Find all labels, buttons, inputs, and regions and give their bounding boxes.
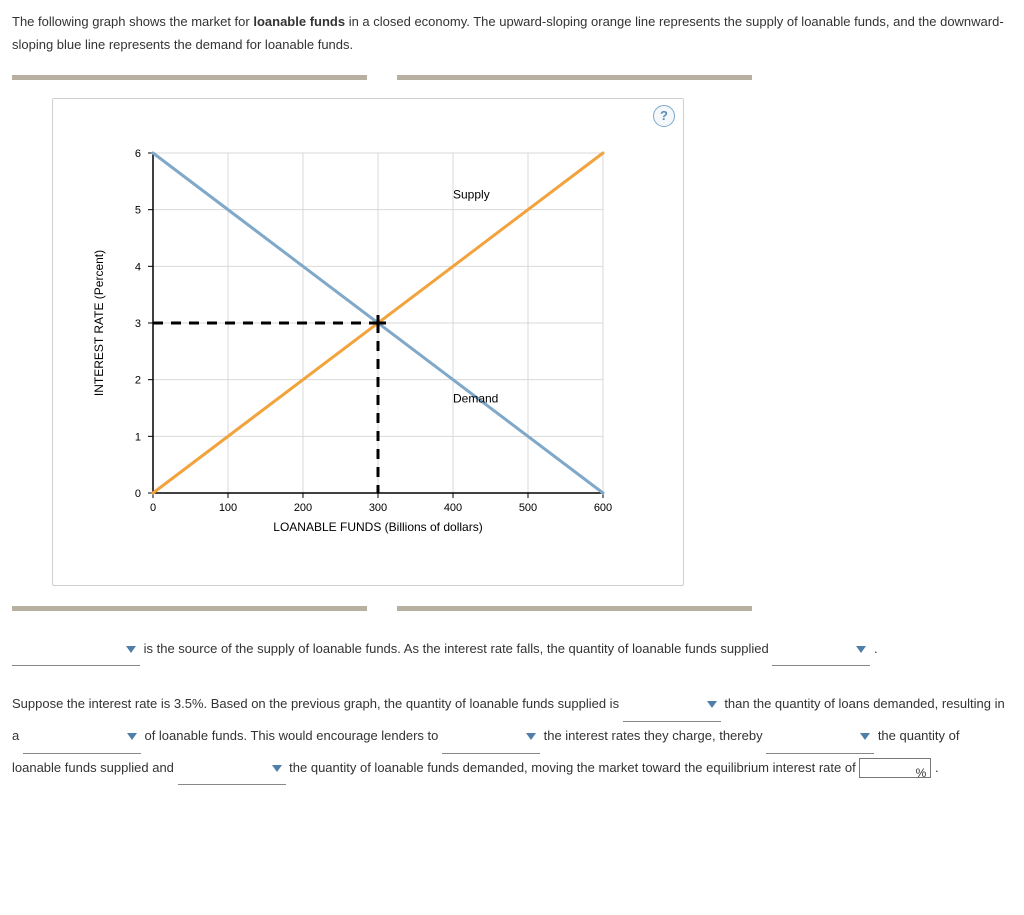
dropdown-thereby[interactable]	[766, 722, 874, 754]
svg-text:1: 1	[135, 431, 141, 443]
chart-container: 0 100 200 300 400 500 600 0 1 2 3 4 5 6 LOANABLE FUNDS…	[63, 133, 653, 573]
svg-text:300: 300	[369, 502, 387, 514]
svg-text:0: 0	[135, 488, 141, 500]
dropdown-than[interactable]	[623, 690, 721, 722]
svg-text:INTEREST RATE (Percent): INTEREST RATE (Percent)	[92, 250, 106, 396]
svg-text:400: 400	[444, 502, 462, 514]
svg-text:Supply: Supply	[453, 187, 490, 201]
separator-bottom	[12, 606, 752, 611]
s2-p3: of loanable funds. This would encourage …	[144, 728, 442, 743]
chevron-down-icon	[127, 733, 137, 740]
chevron-down-icon	[856, 646, 866, 653]
svg-text:4: 4	[135, 261, 141, 273]
sentence-1: is the source of the supply of loanable …	[12, 635, 1012, 667]
svg-text:3: 3	[135, 318, 141, 330]
chevron-down-icon	[126, 646, 136, 653]
svg-text:500: 500	[519, 502, 537, 514]
help-button[interactable]: ?	[653, 105, 675, 127]
pct-unit: %	[916, 760, 927, 786]
s1-t1: is the source of the supply of loanable …	[144, 641, 773, 656]
chevron-down-icon	[860, 733, 870, 740]
chevron-down-icon	[526, 733, 536, 740]
svg-text:200: 200	[294, 502, 312, 514]
dropdown-falls[interactable]	[772, 635, 870, 667]
chevron-down-icon	[272, 765, 282, 772]
separator-top	[12, 75, 752, 80]
intro-bold: loanable funds	[253, 14, 345, 29]
s1-end: .	[874, 641, 878, 656]
loanable-funds-chart: 0 100 200 300 400 500 600 0 1 2 3 4 5 6 LOANABLE FUNDS…	[63, 133, 653, 573]
s2-p4: the interest rates they charge, thereby	[544, 728, 767, 743]
svg-text:100: 100	[219, 502, 237, 514]
dropdown-demanded[interactable]	[178, 754, 286, 786]
svg-text:5: 5	[135, 204, 141, 216]
intro-text: The following graph shows the market for…	[12, 10, 1012, 57]
chevron-down-icon	[707, 701, 717, 708]
svg-text:600: 600	[594, 502, 612, 514]
s2-end: .	[935, 760, 939, 775]
svg-text:LOANABLE FUNDS (Billions of do: LOANABLE FUNDS (Billions of dollars)	[273, 520, 482, 534]
dropdown-lenders[interactable]	[442, 722, 540, 754]
svg-text:Demand: Demand	[453, 391, 498, 405]
sentence-2: Suppose the interest rate is 3.5%. Based…	[12, 690, 1012, 785]
svg-text:0: 0	[150, 502, 156, 514]
svg-text:6: 6	[135, 148, 141, 160]
dropdown-result[interactable]	[23, 722, 141, 754]
equilibrium-rate-input[interactable]: %	[859, 758, 931, 778]
s2-p6: the quantity of loanable funds demanded,…	[289, 760, 859, 775]
intro-prefix: The following graph shows the market for	[12, 14, 253, 29]
svg-text:2: 2	[135, 374, 141, 386]
dropdown-source[interactable]	[12, 635, 140, 667]
graph-panel: ? 0 100 200 300 400 500 600 0 1 2 3 4 5 6 LOANABLE FUN…	[52, 98, 684, 586]
s2-p1: Suppose the interest rate is 3.5%. Based…	[12, 696, 623, 711]
